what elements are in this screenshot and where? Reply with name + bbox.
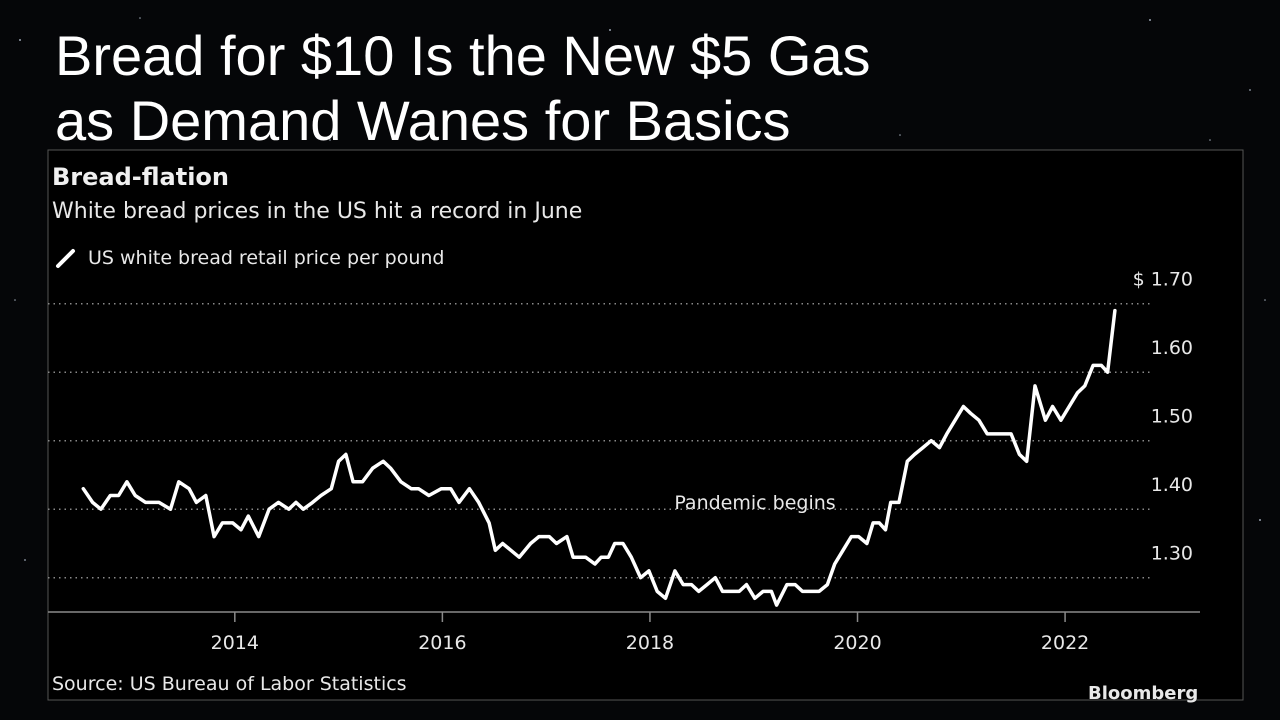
chart-panel (47, 149, 1244, 701)
plot: 1.30 1.40 1.50 1.60 $ 1.70 2014 2016 2018 2020 20… (48, 269, 1200, 654)
chart-subtitle: White bread prices in the US hit a recor… (52, 199, 582, 224)
source: Source: US Bureau of Labor Statistics (52, 673, 407, 695)
y-tick-label: 1.60 (1151, 337, 1193, 359)
brand: Bloomberg (1088, 683, 1198, 704)
y-tick-label: $ 1.70 (1133, 269, 1193, 291)
legend-label: US white bread retail price per pound (88, 247, 444, 269)
x-tick-label: 2022 (1041, 632, 1089, 654)
star-background (14, 17, 1266, 561)
annotation: Pandemic begins (674, 492, 835, 514)
price-line (81, 308, 1117, 607)
y-tick-label: 1.40 (1151, 474, 1193, 496)
x-tick-label: 2018 (626, 632, 674, 654)
y-tick-label: 1.30 (1151, 543, 1193, 565)
headline: as Demand Wanes for Basics (55, 89, 791, 152)
chart-title: Bread-flation (52, 163, 229, 191)
headline: Bread for $10 Is the New $5 Gas (55, 24, 871, 87)
x-tick-label: 2016 (418, 632, 466, 654)
y-tick-label: 1.50 (1151, 406, 1193, 428)
x-tick-label: 2014 (211, 632, 259, 654)
x-tick-label: 2020 (833, 632, 881, 654)
legend-swatch (56, 249, 75, 268)
